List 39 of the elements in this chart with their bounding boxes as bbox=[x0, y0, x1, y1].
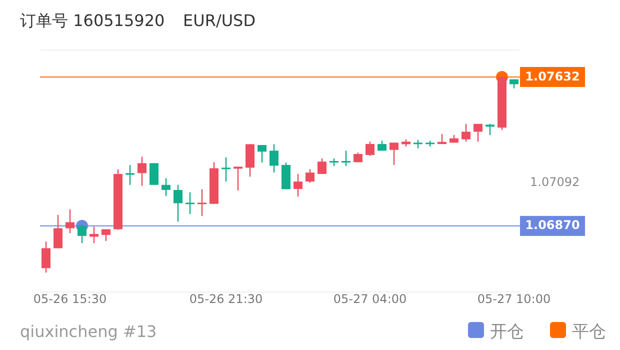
candlestick bbox=[234, 166, 242, 192]
candlestick bbox=[474, 123, 482, 142]
legend-item: 平仓 bbox=[550, 322, 606, 342]
candlestick bbox=[150, 162, 158, 186]
x-tick-label: 05-26 15:30 bbox=[33, 292, 107, 306]
legend-item: 开仓 bbox=[468, 322, 524, 342]
candlestick bbox=[198, 188, 206, 217]
candlestick bbox=[342, 150, 350, 167]
y-tick-label: 1.07092 bbox=[530, 174, 580, 189]
candlestick bbox=[390, 142, 398, 166]
candlestick bbox=[318, 158, 326, 175]
candlestick bbox=[270, 144, 278, 174]
candlestick bbox=[462, 123, 470, 142]
y-tick-label: 1.06870 bbox=[525, 218, 580, 232]
candlestick bbox=[294, 173, 302, 198]
legend-label: 开仓 bbox=[490, 322, 524, 342]
chart-subtitle: EUR/USD bbox=[183, 11, 256, 30]
y-tick-label: 1.07632 bbox=[525, 69, 580, 84]
candlestick bbox=[246, 144, 254, 178]
candlestick bbox=[306, 168, 314, 184]
candlestick bbox=[222, 156, 230, 182]
x-tick-label: 05-26 21:30 bbox=[189, 292, 263, 306]
candlestick bbox=[66, 208, 74, 234]
candlestick bbox=[366, 141, 374, 157]
candlestick bbox=[138, 156, 146, 186]
x-tick-label: 05-27 10:00 bbox=[477, 292, 551, 306]
candlestick bbox=[174, 184, 182, 222]
chart-title: 订单号 160515920 bbox=[20, 11, 165, 30]
candlestick bbox=[54, 214, 62, 249]
candlestick bbox=[258, 144, 266, 164]
candlestick bbox=[126, 164, 134, 186]
legend-label: 平仓 bbox=[572, 322, 606, 342]
candlestick bbox=[486, 123, 494, 136]
x-tick-label: 05-27 04:00 bbox=[333, 292, 407, 306]
candlestick bbox=[90, 226, 98, 244]
candlestick bbox=[162, 178, 170, 197]
text: qiuxincheng #13 bbox=[20, 322, 157, 341]
candlestick bbox=[42, 240, 50, 274]
candlestick bbox=[186, 192, 194, 215]
